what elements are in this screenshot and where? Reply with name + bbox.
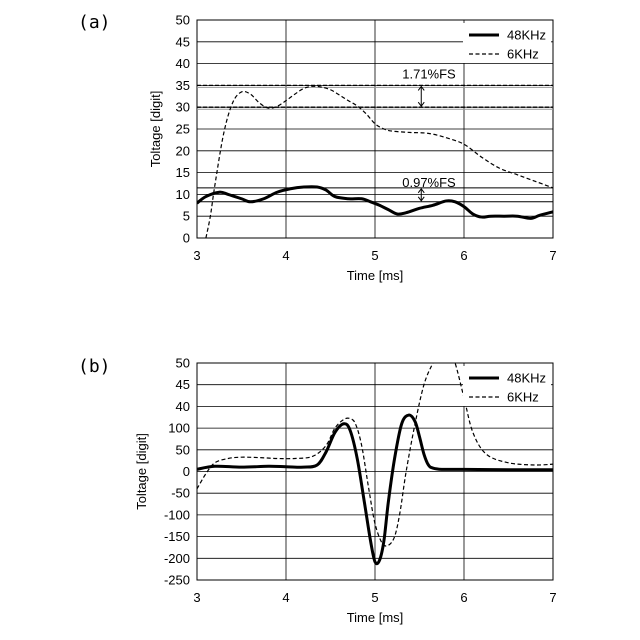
y-tick-label: 20 (176, 143, 190, 158)
chart-panel-a: (a)5045403530252015105034567Time [ms]Tol… (78, 12, 557, 283)
y-tick-label: 40 (176, 399, 190, 414)
y-tick-label: 100 (168, 421, 190, 436)
y-tick-label: -50 (171, 486, 190, 501)
x-tick-label: 5 (371, 590, 378, 605)
x-tick-label: 5 (371, 248, 378, 263)
legend-label: 6KHz (507, 47, 539, 62)
y-tick-label: -250 (164, 573, 190, 588)
y-tick-label: 5 (183, 209, 190, 224)
y-tick-label: 50 (176, 356, 190, 371)
x-tick-label: 7 (549, 248, 556, 263)
y-tick-label: 45 (176, 34, 190, 49)
y-tick-label: 35 (176, 78, 190, 93)
y-tick-label: -200 (164, 551, 190, 566)
annotation-label: 1.71%FS (402, 67, 456, 82)
legend-label: 6KHz (507, 390, 539, 405)
y-tick-label: 50 (176, 442, 190, 457)
y-tick-label: -150 (164, 529, 190, 544)
chart-panel-b: (b)504540100500-50-100-150-200-25034567T… (78, 344, 557, 625)
y-axis-label: Toltage [digit] (148, 91, 163, 168)
y-tick-label: 50 (176, 13, 190, 28)
x-tick-label: 6 (460, 590, 467, 605)
y-axis-label: Toltage [digit] (134, 433, 149, 510)
x-tick-label: 3 (193, 248, 200, 263)
y-tick-label: 30 (176, 100, 190, 115)
y-tick-label: 15 (176, 165, 190, 180)
x-axis-label: Time [ms] (347, 268, 404, 283)
legend-label: 48KHz (507, 371, 546, 386)
x-axis-label: Time [ms] (347, 610, 404, 625)
y-tick-label: 25 (176, 122, 190, 137)
y-tick-label: -100 (164, 507, 190, 522)
y-tick-label: 40 (176, 56, 190, 71)
panel-label: (a) (78, 12, 111, 33)
x-tick-label: 3 (193, 590, 200, 605)
y-tick-label: 10 (176, 187, 190, 202)
x-tick-label: 4 (282, 590, 289, 605)
y-tick-label: 0 (183, 464, 190, 479)
panel-label: (b) (78, 356, 111, 377)
x-tick-label: 7 (549, 590, 556, 605)
y-tick-label: 0 (183, 231, 190, 246)
x-tick-label: 4 (282, 248, 289, 263)
y-tick-label: 45 (176, 377, 190, 392)
legend-label: 48KHz (507, 28, 546, 43)
x-tick-label: 6 (460, 248, 467, 263)
annotation-label: 0.97%FS (402, 175, 456, 190)
